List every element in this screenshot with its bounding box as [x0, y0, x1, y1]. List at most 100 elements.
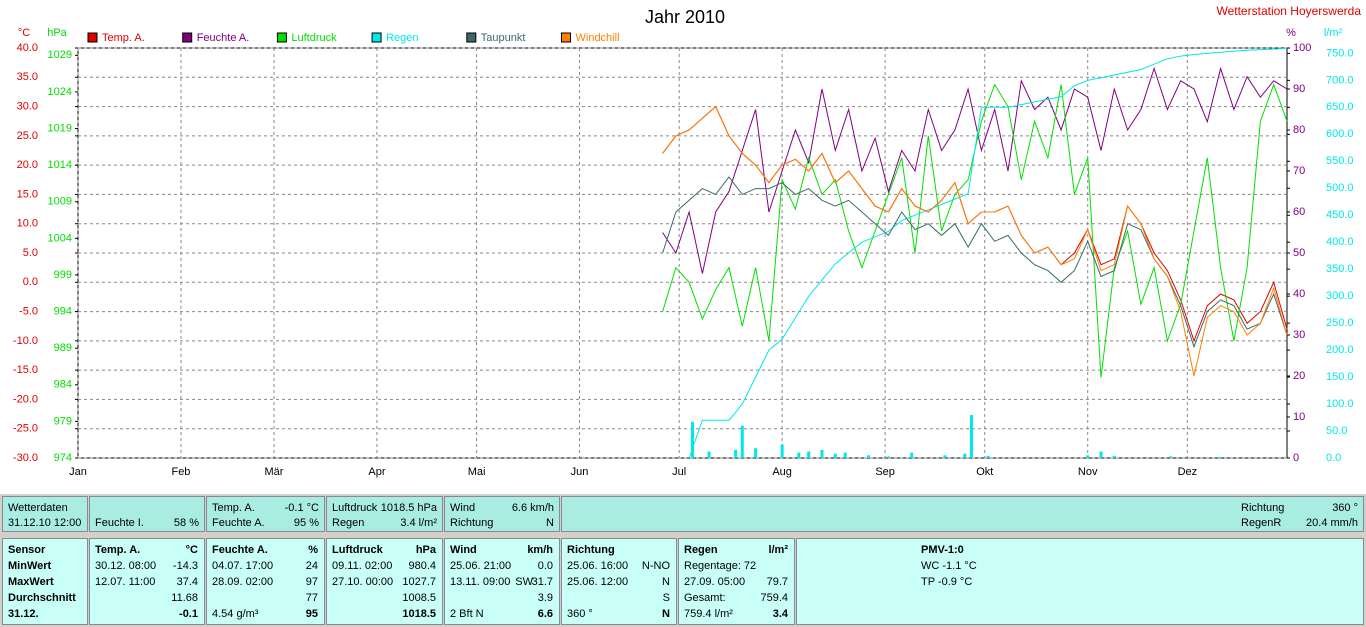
stats-cell: PMV-1:0 WC -1.1 °C TP -0.9 °C: [796, 538, 1364, 625]
y-tick-label: -5.0: [19, 305, 38, 317]
stats-value: °C: [185, 544, 198, 556]
stats-value: 980.4: [408, 560, 436, 572]
stats-value: 6.6: [537, 608, 553, 620]
stats-label: MaxWert: [8, 576, 54, 588]
y-tick-label: 1019: [48, 122, 72, 134]
stats-value: 0.0: [537, 560, 553, 572]
stats-label: 04.07. 17:00: [212, 560, 274, 572]
legend-label: Taupunkt: [481, 32, 526, 44]
rain-bar: [690, 421, 694, 458]
stats-label: 25.06. 12:00: [567, 576, 629, 588]
y-tick-label: 450.0: [1326, 209, 1354, 221]
y-tick-label: 700.0: [1326, 74, 1354, 86]
stats-label: MinWert: [8, 560, 52, 572]
stats-value: 37.4: [176, 576, 198, 588]
rain-bar: [707, 451, 711, 458]
y-tick-label: 70: [1293, 165, 1305, 177]
y-tick-label: 80: [1293, 124, 1305, 136]
stats-label: Regentage: 72: [684, 560, 757, 572]
info-label: Feuchte I.: [95, 517, 144, 529]
rain-bar: [1086, 455, 1090, 458]
stats-label: 4.54 g/m³: [212, 608, 259, 620]
legend-swatch: [371, 32, 382, 43]
y-tick-label: 150.0: [1326, 371, 1354, 383]
info-label: Richtung: [1241, 502, 1285, 514]
y-tick-label: 100: [1293, 42, 1311, 54]
series-line: [662, 66, 1288, 274]
y-tick-label: 250.0: [1326, 317, 1354, 329]
y-tick-label: -25.0: [13, 423, 38, 435]
rain-bar: [754, 448, 758, 458]
stats-cell: Regen l/m² Regentage: 72 27.09. 05:00 79.7 Ge…: [678, 538, 795, 625]
stats-value: -0.1: [179, 608, 198, 620]
stats-value: 1027.7: [402, 576, 436, 588]
rain-bar: [734, 449, 738, 458]
y-tick-label: 979: [54, 415, 72, 427]
stats-value: km/h: [527, 544, 553, 556]
y-tick-label: 1009: [48, 196, 72, 208]
legend-swatch: [182, 32, 193, 43]
stats-label: Luftdruck: [332, 544, 383, 556]
y-tick-label: 1029: [48, 49, 72, 61]
info-label: Wetterdaten: [8, 502, 68, 514]
info-label: RegenR: [1241, 517, 1282, 529]
info-label: Luftdruck: [332, 502, 378, 514]
stats-value: S: [662, 592, 670, 604]
stats-label: Regen: [684, 544, 718, 556]
info-value: 360 °: [1332, 502, 1358, 514]
legend-label: Feuchte A.: [197, 32, 250, 44]
stats-label: Feuchte A.: [212, 544, 268, 556]
stats-cell: Wind km/h 25.06. 21:00 0.0 13.11. 09:00 SW 31.…: [444, 538, 560, 625]
stats-value: 3.9: [537, 592, 553, 604]
y-tick-label: 1004: [48, 232, 72, 244]
stats-label: 2 Bft N: [450, 608, 484, 620]
rain-bar: [910, 452, 914, 458]
x-tick-label: Jan: [69, 466, 87, 478]
stats-value: N: [662, 576, 670, 588]
rain-bar: [1099, 451, 1103, 458]
chart: Jahr 2010 Wetterstation Hoyerswerda Jan F…: [13, 4, 1361, 478]
x-tick-label: Sep: [875, 466, 895, 478]
y-tick-label: 10.0: [17, 218, 38, 230]
stats-cell: Sensor MinWert MaxWert Durchschnitt 31.12.: [2, 538, 88, 625]
legend-label: Regen: [386, 32, 418, 44]
y-tick-label: 550.0: [1326, 155, 1354, 167]
stats-label: Sensor: [8, 544, 46, 556]
info-value: 58 %: [173, 517, 199, 529]
stats-mid: SW: [515, 576, 533, 588]
stats-label: Gesamt:: [684, 592, 726, 604]
x-tick-label: Jul: [672, 466, 686, 478]
rain-bar: [963, 453, 967, 458]
stats-label: 27.09. 05:00: [684, 576, 746, 588]
stats-value: 95: [305, 608, 318, 620]
info-value: N: [546, 517, 554, 529]
stats-label: 31.12.: [8, 608, 39, 620]
stats-value: 24: [305, 560, 318, 572]
x-tick-label: Dez: [1178, 466, 1198, 478]
stats-label: Richtung: [567, 544, 615, 556]
x-tick-label: Jun: [571, 466, 589, 478]
info-label: Temp. A.: [212, 502, 255, 514]
info-cell: Wetterdaten 31.12.10 12:00: [2, 496, 88, 532]
y-tick-label: 40.0: [17, 42, 38, 54]
x-tick-label: Aug: [772, 466, 792, 478]
info-value: 1018.5 hPa: [380, 502, 437, 514]
y-tick-label: 200.0: [1326, 344, 1354, 356]
series-line: [688, 47, 1288, 459]
stats-label: Durchschnitt: [8, 592, 76, 604]
stats-label: TP -0.9 °C: [921, 576, 973, 588]
stats-value: %: [308, 544, 318, 556]
y-tick-label: 60: [1293, 206, 1305, 218]
y-tick-label: -10.0: [13, 335, 38, 347]
y-tick-label: -20.0: [13, 393, 38, 405]
stats-cell: Feuchte A.% 04.07. 17:00 24 28.09. 02:00 97 7…: [206, 538, 325, 625]
stats-label: 759.4 l/m²: [684, 608, 733, 620]
x-tick-label: Feb: [171, 466, 190, 478]
stats-value: 97: [305, 576, 318, 588]
x-tick-label: Nov: [1078, 466, 1098, 478]
info-value: 95 %: [293, 517, 319, 529]
rain-bar: [820, 449, 824, 458]
x-tick-label: Okt: [976, 466, 993, 478]
x-tick-label: Apr: [368, 466, 385, 478]
